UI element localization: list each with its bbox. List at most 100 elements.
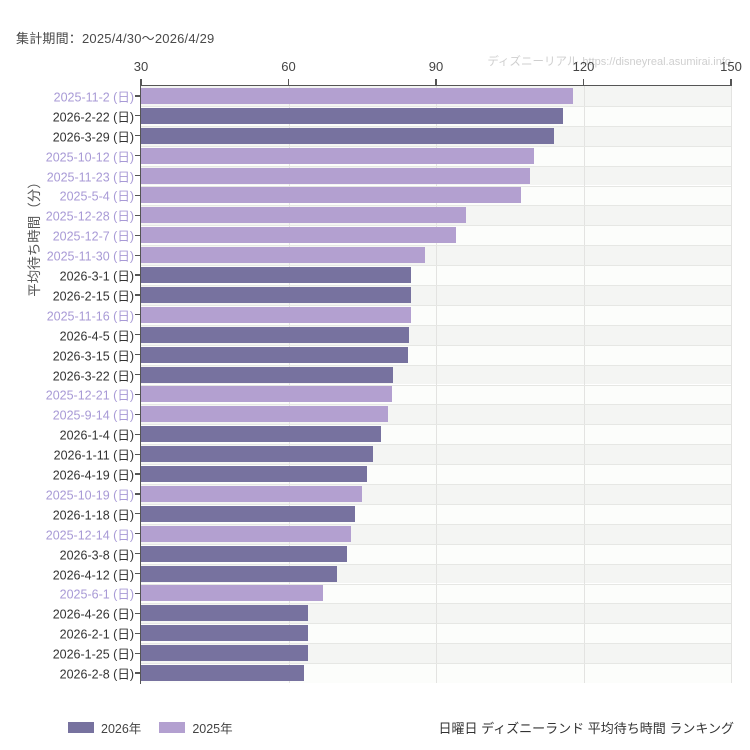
bar[interactable] (141, 645, 309, 662)
bar[interactable] (141, 426, 381, 443)
y-axis-tick-mark (135, 95, 141, 97)
y-axis-tick-label: 2025-5-4 (日) (59, 189, 134, 204)
y-axis-tick-mark (135, 135, 141, 137)
gridlines (141, 86, 732, 683)
bar[interactable] (141, 525, 352, 542)
bar[interactable] (141, 625, 309, 642)
bar[interactable] (141, 227, 456, 244)
bar[interactable] (141, 326, 410, 343)
y-axis-tick-mark (135, 513, 141, 515)
y-axis-tick-label: 2026-3-22 (日) (52, 369, 134, 384)
y-axis-tick-label: 2026-2-8 (日) (59, 667, 134, 682)
horizontal-gridline (141, 185, 731, 187)
y-axis-tick-label: 2026-4-26 (日) (52, 607, 134, 622)
bar[interactable] (141, 605, 309, 622)
y-axis-tick-mark (135, 533, 141, 535)
y-axis-tick-label: 2025-12-21 (日) (45, 388, 134, 403)
y-axis-tick-label: 2026-4-5 (日) (59, 329, 134, 344)
y-axis-tick-mark (135, 612, 141, 614)
y-axis-tick-label: 2025-9-14 (日) (52, 408, 134, 423)
horizontal-gridline (141, 225, 731, 227)
y-axis-tick-mark (135, 194, 141, 197)
bar[interactable] (141, 466, 368, 483)
horizontal-gridline (141, 364, 731, 366)
bar[interactable] (141, 167, 531, 184)
bar[interactable] (141, 127, 554, 144)
y-axis-tick-mark (135, 493, 141, 495)
horizontal-gridline (141, 304, 731, 306)
horizontal-gridline (141, 125, 731, 127)
bar[interactable] (141, 286, 412, 303)
x-axis-tick-label: 30 (133, 59, 149, 74)
bar[interactable] (141, 346, 409, 363)
y-axis-tick-mark (135, 214, 141, 216)
y-axis-tick-label: 2025-11-2 (日) (53, 90, 134, 105)
bar[interactable] (141, 406, 388, 423)
y-axis-tick-mark (135, 115, 141, 117)
horizontal-gridline (141, 583, 731, 585)
y-axis-tick-mark (135, 155, 141, 157)
y-axis-tick-mark (135, 473, 141, 475)
x-axis-tick-mark (287, 79, 290, 86)
legend-item[interactable]: 2025年 (159, 718, 233, 737)
bar[interactable] (141, 267, 412, 284)
y-axis-tick-mark (135, 553, 141, 555)
y-axis-tick-label: 2026-2-15 (日) (52, 289, 134, 304)
y-axis-tick-label: 2025-11-16 (日) (46, 309, 134, 324)
chart-footer-title: 日曜日 ディズニーランド 平均待ち時間 ランキング (438, 721, 734, 736)
y-axis-tick-mark (135, 254, 141, 256)
legend: 2026年 2025年 (68, 718, 233, 737)
y-axis-tick-mark (135, 632, 141, 634)
y-axis-tick-label: 2026-3-1 (日) (59, 269, 134, 284)
horizontal-gridline (141, 563, 731, 565)
bar[interactable] (141, 386, 392, 403)
y-axis-tick-mark (135, 354, 141, 356)
bar[interactable] (141, 446, 374, 463)
y-axis-tick-mark (135, 314, 141, 316)
x-axis-tick-label: 90 (428, 59, 444, 74)
horizontal-gridline (141, 484, 731, 485)
bar[interactable] (141, 585, 323, 602)
y-axis-tick-mark (135, 174, 141, 177)
y-axis-tick-label: 2026-1-18 (日) (52, 508, 134, 523)
x-axis-tick-label: 120 (572, 59, 595, 74)
y-axis-tick-label: 2026-4-12 (日) (52, 568, 134, 583)
horizontal-gridline (141, 543, 731, 545)
legend-item[interactable]: 2026年 (68, 718, 141, 737)
y-axis-tick-label: 2025-12-28 (日) (45, 209, 134, 224)
legend-swatch-icon (68, 722, 94, 733)
y-axis-tick-label: 2026-2-1 (日) (59, 627, 134, 642)
bar[interactable] (141, 665, 305, 682)
bar[interactable] (141, 545, 347, 562)
y-axis-labels: 2025-11-2 (日) 2026-2-22 (日) 2026-3-29 (日) 2… (0, 0, 134, 750)
y-axis-tick-label: 2026-1-11 (日) (53, 448, 134, 463)
horizontal-gridline (141, 205, 731, 207)
y-axis-tick-mark (135, 433, 141, 435)
bar[interactable] (141, 505, 356, 522)
x-axis-tick-mark (435, 79, 437, 86)
y-axis-tick-label: 2026-3-29 (日) (52, 130, 134, 145)
bar[interactable] (141, 147, 535, 164)
bar[interactable] (141, 107, 563, 124)
y-axis-tick-label: 2025-11-23 (日) (46, 170, 134, 185)
bar[interactable] (141, 87, 573, 104)
bar[interactable] (141, 366, 393, 383)
y-axis-tick-mark (135, 652, 141, 654)
x-axis-tick-mark (140, 79, 142, 86)
y-axis-tick-mark (135, 413, 141, 415)
y-axis-tick-label: 2026-3-15 (日) (52, 349, 134, 364)
bar[interactable] (141, 207, 466, 224)
y-axis-line (140, 85, 142, 684)
aggregation-period-text: 集計期間：2025/4/30〜2026/4/29 (16, 31, 215, 46)
bar[interactable] (141, 485, 363, 502)
y-axis-tick-mark (135, 572, 141, 575)
watermark-brand: ディズニーリアル (487, 56, 579, 68)
bar[interactable] (141, 187, 521, 204)
bar[interactable] (141, 306, 412, 323)
horizontal-gridline (141, 464, 731, 466)
chart-plot-area (141, 86, 732, 683)
bar[interactable] (141, 247, 426, 264)
horizontal-gridline (141, 523, 731, 525)
bar[interactable] (141, 565, 337, 582)
y-axis-tick-mark (135, 294, 141, 296)
